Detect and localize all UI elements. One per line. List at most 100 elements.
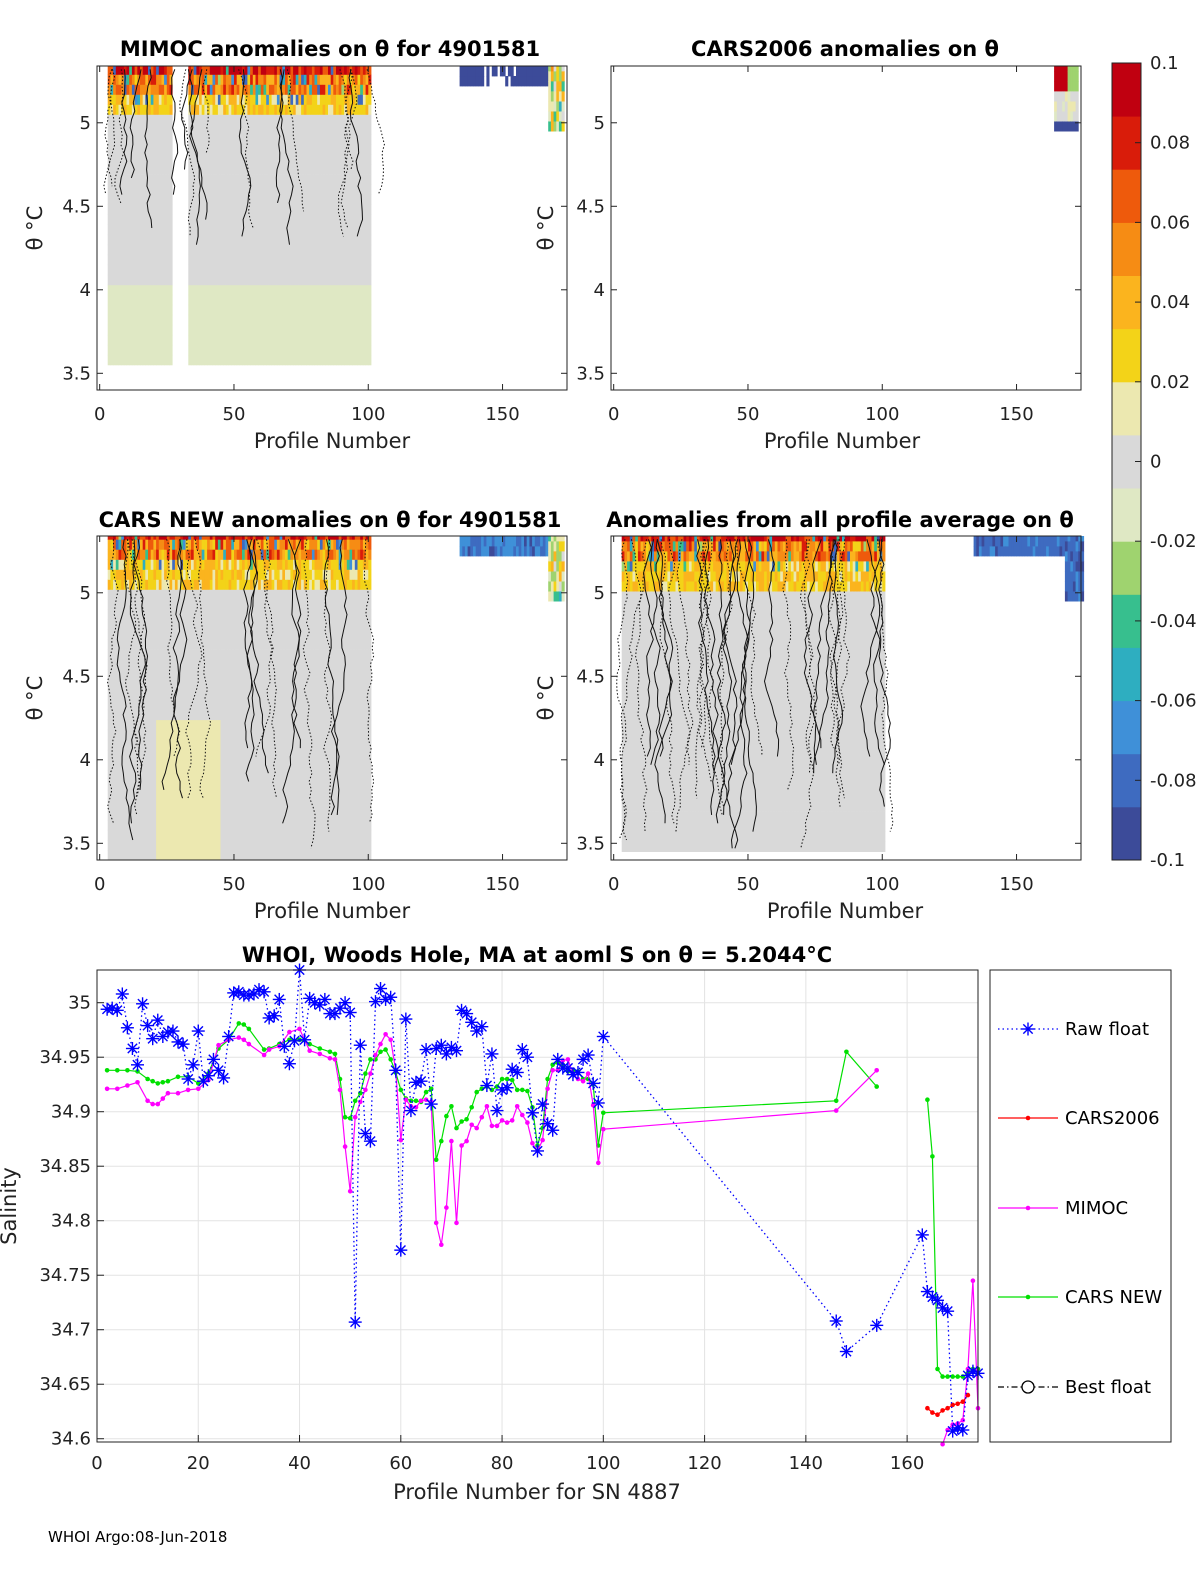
heatmap-cell bbox=[140, 539, 144, 550]
heatmap-cell bbox=[276, 154, 280, 165]
heatmap-cell bbox=[314, 274, 318, 286]
heatmap-cell bbox=[306, 294, 310, 306]
heatmap-cell bbox=[225, 134, 229, 145]
heatmap-cell bbox=[220, 589, 224, 600]
heatmap-cell bbox=[207, 94, 211, 105]
heatmap-cell bbox=[110, 94, 114, 105]
heatmap-cell bbox=[172, 599, 176, 610]
heatmap-cell bbox=[352, 244, 356, 256]
heatmap-cell bbox=[319, 334, 323, 346]
heatmap-cell bbox=[231, 749, 235, 761]
heatmap-cell bbox=[231, 589, 235, 600]
heatmap-cell bbox=[169, 254, 173, 266]
heatmap-cell bbox=[131, 314, 135, 326]
heatmap-cell bbox=[188, 234, 192, 246]
heatmap-cell bbox=[158, 739, 162, 751]
heatmap-cell bbox=[239, 840, 243, 851]
heatmap-cell bbox=[193, 579, 197, 590]
heatmap-cell bbox=[223, 124, 227, 135]
heatmap-cell bbox=[118, 134, 122, 145]
heatmap-cell bbox=[193, 224, 197, 236]
heatmap-cell bbox=[166, 819, 170, 831]
heatmap-cell bbox=[247, 294, 251, 306]
heatmap-cell bbox=[234, 679, 238, 690]
heatmap-cell bbox=[242, 659, 246, 670]
heatmap-cell bbox=[164, 850, 168, 861]
heatmap-cell bbox=[314, 66, 318, 75]
heatmap-cell bbox=[365, 344, 369, 356]
heatmap-cell bbox=[158, 729, 162, 741]
heatmap-cell bbox=[268, 114, 272, 125]
heatmap-cell bbox=[279, 324, 283, 336]
heatmap-cell bbox=[341, 104, 345, 115]
heatmap-cell bbox=[234, 850, 238, 861]
heatmap-cell bbox=[121, 244, 125, 256]
heatmap-cell bbox=[188, 749, 192, 761]
heatmap-cell bbox=[182, 840, 186, 851]
heatmap-cell bbox=[212, 334, 216, 346]
heatmap-cell bbox=[204, 284, 208, 296]
heatmap-cell bbox=[209, 344, 213, 356]
heatmap-cell bbox=[322, 174, 326, 185]
heatmap-cell bbox=[164, 819, 168, 831]
heatmap-cell bbox=[164, 134, 168, 145]
heatmap-cell bbox=[271, 74, 275, 85]
heatmap-cell bbox=[191, 789, 195, 801]
heatmap-cell bbox=[209, 579, 213, 590]
heatmap-cell bbox=[223, 729, 227, 741]
heatmap-cell bbox=[336, 94, 340, 105]
heatmap-cell bbox=[231, 74, 235, 85]
heatmap-cell bbox=[134, 154, 138, 165]
heatmap-cell bbox=[199, 769, 203, 781]
heatmap-cell bbox=[228, 579, 232, 590]
heatmap-cell bbox=[193, 619, 197, 630]
heatmap-cell bbox=[169, 224, 173, 236]
heatmap-cell bbox=[169, 539, 173, 550]
heatmap-cell bbox=[325, 84, 329, 95]
heatmap-cell bbox=[204, 589, 208, 600]
heatmap-cell bbox=[1054, 71, 1058, 82]
heatmap-cell bbox=[156, 294, 160, 306]
heatmap-cell bbox=[207, 789, 211, 801]
heatmap-cell bbox=[199, 334, 203, 346]
heatmap-cell bbox=[276, 144, 280, 155]
heatmap-cell bbox=[145, 84, 149, 95]
heatmap-cell bbox=[199, 679, 203, 690]
heatmap-cell bbox=[236, 164, 240, 175]
heatmap-cell bbox=[164, 204, 168, 215]
heatmap-cell bbox=[365, 84, 369, 95]
heatmap-cell bbox=[107, 294, 111, 306]
heatmap-cell bbox=[113, 104, 117, 115]
heatmap-cell bbox=[142, 536, 146, 540]
heatmap-cell bbox=[193, 536, 197, 540]
heatmap-cell bbox=[161, 84, 165, 95]
heatmap-cell bbox=[172, 669, 176, 680]
heatmap-cell bbox=[148, 254, 152, 266]
heatmap-cell bbox=[287, 224, 291, 236]
heatmap-cell bbox=[231, 729, 235, 741]
heatmap-cell bbox=[107, 769, 111, 781]
heatmap-cell bbox=[185, 536, 189, 540]
heatmap-cell bbox=[242, 589, 246, 600]
heatmap-cell bbox=[223, 789, 227, 801]
heatmap-cell bbox=[354, 174, 358, 185]
heatmap-cell bbox=[185, 809, 189, 821]
heatmap-cell bbox=[360, 324, 364, 336]
heatmap-cell bbox=[110, 154, 114, 165]
heatmap-cell bbox=[148, 264, 152, 276]
heatmap-cell bbox=[223, 536, 227, 540]
heatmap-cell bbox=[266, 114, 270, 125]
heatmap-cell bbox=[118, 679, 122, 690]
heatmap-cell bbox=[228, 599, 232, 610]
heatmap-cell bbox=[196, 264, 200, 276]
heatmap-cell bbox=[153, 224, 157, 236]
heatmap-cell bbox=[231, 84, 235, 95]
heatmap-cell bbox=[150, 779, 154, 791]
heatmap-cell bbox=[244, 84, 248, 95]
heatmap-cell bbox=[287, 74, 291, 85]
heatmap-cell bbox=[199, 304, 203, 316]
heatmap-cell bbox=[199, 729, 203, 741]
heatmap-cell bbox=[156, 164, 160, 175]
heatmap-cell bbox=[330, 94, 334, 105]
